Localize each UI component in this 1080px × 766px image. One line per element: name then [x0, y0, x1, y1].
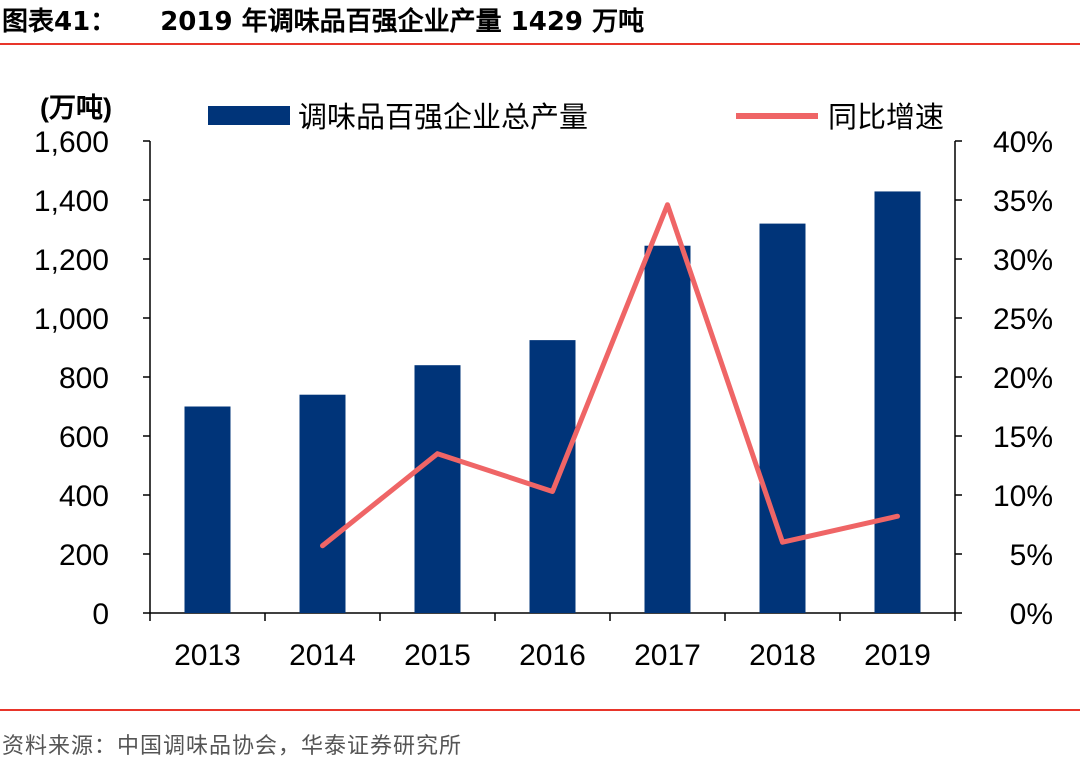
right-tick-label: 0% — [1010, 598, 1053, 631]
right-tick-label: 30% — [993, 244, 1053, 277]
figure-label: 图表41： — [2, 7, 117, 37]
x-tick-label: 2015 — [404, 639, 471, 672]
top-divider — [0, 43, 1080, 45]
x-tick-label: 2019 — [864, 639, 931, 672]
left-tick-label: 1,400 — [34, 185, 109, 218]
figure-title: 2019 年调味品百强企业产量 1429 万吨 — [160, 7, 645, 37]
bar — [299, 394, 346, 613]
bar — [414, 365, 461, 613]
left-tick-label: 200 — [59, 539, 109, 572]
left-axis-unit: (万吨) — [40, 93, 112, 123]
x-tick-label: 2013 — [174, 639, 241, 672]
bar — [874, 191, 921, 613]
bar — [644, 245, 691, 613]
chart-axes: 0 200 400 600 800 1,000 1,200 1,400 1,600 0% 5% 10%… — [34, 93, 1053, 672]
bar — [529, 340, 576, 613]
bar-series — [184, 191, 921, 613]
bar — [184, 406, 231, 613]
left-tick-label: 800 — [59, 362, 109, 395]
left-tick-label: 1,600 — [34, 126, 109, 159]
x-tick-label: 2014 — [289, 639, 356, 672]
right-tick-label: 40% — [993, 126, 1053, 159]
right-tick-label: 10% — [993, 480, 1053, 513]
right-tick-label: 5% — [1010, 539, 1053, 572]
x-tick-label: 2017 — [634, 639, 701, 672]
bar — [759, 223, 806, 613]
left-tick-label: 0 — [92, 598, 109, 631]
legend-bar-swatch — [208, 106, 290, 125]
figure-title-row: 图表41： 2019 年调味品百强企业产量 1429 万吨 — [2, 6, 644, 38]
left-tick-label: 600 — [59, 421, 109, 454]
left-tick-label: 1,000 — [34, 303, 109, 336]
left-tick-label: 400 — [59, 480, 109, 513]
legend-bar-label: 调味品百强企业总产量 — [298, 101, 588, 134]
right-tick-label: 15% — [993, 421, 1053, 454]
right-tick-label: 20% — [993, 362, 1053, 395]
legend-line-label: 同比增速 — [828, 101, 944, 134]
x-tick-label: 2018 — [749, 639, 816, 672]
source-note: 资料来源：中国调味品协会，华泰证券研究所 — [2, 734, 463, 759]
chart-legend: 调味品百强企业总产量 同比增速 — [208, 101, 944, 134]
left-tick-label: 1,200 — [34, 244, 109, 277]
x-tick-label: 2016 — [519, 639, 586, 672]
growth-line — [320, 202, 900, 549]
line-series — [320, 202, 900, 549]
right-tick-label: 25% — [993, 303, 1053, 336]
bottom-divider — [0, 709, 1080, 711]
right-tick-label: 35% — [993, 185, 1053, 218]
